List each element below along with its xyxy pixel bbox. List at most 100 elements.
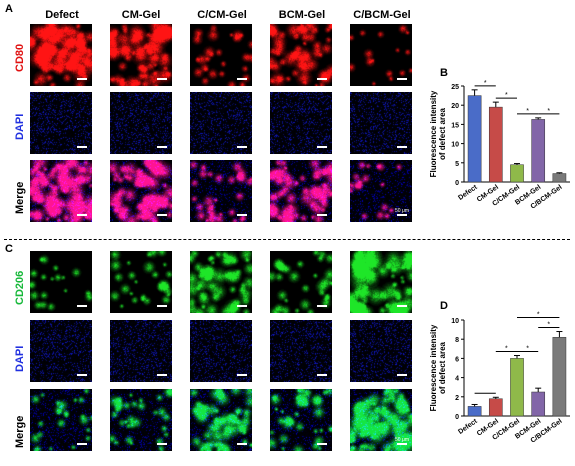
micrograph-image (110, 251, 172, 313)
y-axis-label-line: of defect area (438, 107, 447, 160)
y-tick-label: 15 (451, 122, 459, 129)
bar-defect (467, 406, 482, 417)
bar-c-cm-gel (510, 164, 524, 183)
panel-letter-c: C (5, 243, 13, 255)
scale-bar (397, 443, 407, 445)
bar-c-bcm-gel (552, 173, 567, 183)
scale-bar (77, 374, 87, 376)
bar-c-cm-gel (510, 358, 524, 417)
top-tile-cd80-4 (270, 24, 332, 86)
y-axis-label: Fluorescence intensityof defect area (429, 90, 447, 177)
top-tile-dapi-1 (30, 92, 92, 154)
bar-cm-gel (488, 398, 503, 417)
top-tile-dapi-3 (190, 92, 252, 154)
micrograph-image (350, 92, 412, 154)
top-tile-dapi-5 (350, 92, 412, 154)
y-tick-label: 10 (451, 142, 459, 149)
row-label-merge-bottom: Merge (14, 415, 26, 448)
micrograph-image (30, 160, 92, 222)
scale-bar (157, 443, 167, 445)
top-tile-cd80-5 (350, 24, 412, 86)
scale-bar (397, 305, 407, 307)
y-tick-label: 25 (451, 84, 459, 91)
y-tick-label: 6 (455, 356, 459, 363)
scale-bar (397, 146, 407, 148)
y-axis-label-line: of defect area (438, 341, 447, 394)
chart-b: Fluorescence intensityof defect area 0 5 10… (426, 78, 575, 238)
y-tick-label: 4 (455, 376, 459, 383)
scale-bar (317, 374, 327, 376)
y-tick-label: 5 (455, 161, 459, 168)
micrograph-image (190, 320, 252, 382)
micrograph-image (270, 24, 332, 86)
scale-bar (157, 374, 167, 376)
top-tile-merge-4 (270, 160, 332, 222)
scale-bar (317, 146, 327, 148)
y-tick-label: 20 (451, 103, 459, 110)
bottom-tile-merge-3 (190, 389, 252, 451)
bottom-tile-merge-2 (110, 389, 172, 451)
scale-bar (397, 214, 407, 216)
scale-bar (77, 443, 87, 445)
top-tile-cd80-3 (190, 24, 252, 86)
scale-bar-label: 50 μm (395, 208, 409, 214)
bar-bcm-gel (531, 391, 546, 417)
row-label-merge-top: Merge (14, 181, 26, 214)
significance-star: * (547, 322, 550, 329)
panel-letter-a: A (5, 3, 13, 15)
bar-cm-gel (488, 106, 503, 183)
scale-bar (77, 78, 87, 80)
bottom-tile-cd206-1 (30, 251, 92, 313)
micrograph-image (30, 24, 92, 86)
y-axis-label-line: Fluorescence intensity (429, 90, 438, 177)
row-label-dapi-bottom: DAPI (14, 345, 26, 372)
bar-bcm-gel (531, 119, 546, 183)
bottom-tile-dapi-3 (190, 320, 252, 382)
bottom-tile-cd206-4 (270, 251, 332, 313)
top-tile-merge-3 (190, 160, 252, 222)
micrograph-image (270, 92, 332, 154)
scale-bar (317, 443, 327, 445)
row-label-cd80: CD80 (14, 43, 26, 72)
bottom-tile-cd206-5 (350, 251, 412, 313)
scale-bar (317, 78, 327, 80)
y-tick-label: 2 (455, 395, 459, 402)
micrograph-image (350, 320, 412, 382)
scale-bar-label: 50 μm (395, 437, 409, 443)
section-divider (4, 239, 570, 240)
micrograph-image (350, 160, 412, 222)
chart-d-svg: Fluorescence intensityof defect area 0 2 4 6… (429, 312, 570, 445)
micrograph-image (350, 24, 412, 86)
y-tick-label: 10 (451, 318, 459, 325)
significance-star: * (505, 92, 508, 99)
micrograph-image (30, 320, 92, 382)
micrograph-image (30, 251, 92, 313)
scale-bar (77, 214, 87, 216)
bottom-tile-merge-4 (270, 389, 332, 451)
scale-bar (157, 146, 167, 148)
top-tile-cd80-1 (30, 24, 92, 86)
scale-bar (397, 374, 407, 376)
bottom-tile-merge-1 (30, 389, 92, 451)
scale-bar (237, 443, 247, 445)
micrograph-image (190, 251, 252, 313)
scale-bar (237, 374, 247, 376)
bottom-tile-dapi-5 (350, 320, 412, 382)
chart-b-svg: Fluorescence intensityof defect area 0 5 10… (429, 80, 570, 211)
y-tick-label: 0 (455, 414, 459, 421)
chart-d: Fluorescence intensityof defect area 0 2 4 6… (426, 310, 575, 461)
micrograph-image (270, 251, 332, 313)
micrograph-image (110, 24, 172, 86)
column-header-cm-gel: CM-Gel (121, 9, 161, 21)
scale-bar (317, 305, 327, 307)
micrograph-image (190, 92, 252, 154)
top-tile-merge-1 (30, 160, 92, 222)
top-tile-merge-5: 50 μm (350, 160, 412, 222)
column-header-c-bcm-gel: C/BCM-Gel (353, 9, 411, 21)
micrograph-image (110, 92, 172, 154)
panel-letter-d: D (440, 300, 448, 312)
scale-bar (237, 146, 247, 148)
bar-c-bcm-gel (552, 337, 567, 417)
panel-letter-b: B (440, 67, 448, 79)
scale-bar (237, 305, 247, 307)
